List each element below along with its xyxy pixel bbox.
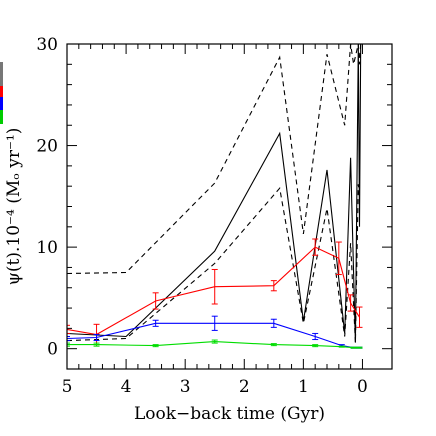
x-axis-label: Look−back time (Gyr) <box>134 404 325 424</box>
series-line-red <box>67 246 360 336</box>
x-tick-label: 4 <box>121 377 132 397</box>
y-tick-labels: 0 10 20 30 <box>36 35 58 360</box>
y-tick-label: 0 <box>47 340 58 360</box>
minor-ticks <box>67 44 392 370</box>
series-line-total <box>67 44 362 343</box>
series-layer <box>67 44 363 349</box>
strip-segment <box>0 62 3 86</box>
x-tick-label: 5 <box>62 377 73 397</box>
series-line-lower <box>67 184 361 343</box>
x-tick-label: 1 <box>298 377 309 397</box>
x-tick-labels: 5 4 3 2 1 0 <box>62 377 368 397</box>
x-tick-label: 3 <box>180 377 191 397</box>
y-tick-label: 10 <box>36 238 58 258</box>
y-tick-label: 20 <box>36 137 58 157</box>
series-group <box>67 44 363 349</box>
x-tick-label: 0 <box>357 377 368 397</box>
strip-segment <box>0 97 3 110</box>
x-tick-label: 2 <box>239 377 250 397</box>
y-axis-label: ψ(t).10⁻⁴ (Mₒ yr⁻¹) <box>4 128 24 286</box>
color-strip <box>0 62 3 124</box>
strip-segment <box>0 86 3 97</box>
strip-segment <box>0 110 3 124</box>
plot-frame <box>66 43 393 370</box>
y-tick-label: 30 <box>36 35 58 55</box>
